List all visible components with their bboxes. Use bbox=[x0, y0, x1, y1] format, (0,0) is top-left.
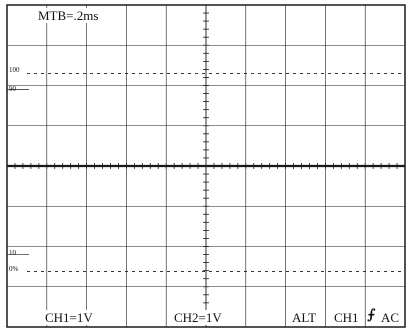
channel2-volts-label: CH2=1V bbox=[172, 310, 224, 325]
marker-10-label: 10 bbox=[9, 249, 16, 257]
marker-100-label: 100 bbox=[9, 66, 20, 74]
rising-edge-trigger-icon: ⨍ bbox=[367, 308, 376, 323]
channel1-volts-label: CH1=1V bbox=[43, 310, 95, 325]
coupling-label: AC bbox=[379, 310, 402, 325]
marker-90-label: 90 bbox=[9, 85, 16, 93]
trigger-source-label: CH1 bbox=[332, 310, 361, 325]
timebase-label: MTB=.2ms bbox=[36, 8, 101, 23]
display-mode-label: ALT bbox=[290, 310, 319, 325]
marker-0-label: 0% bbox=[9, 265, 19, 273]
